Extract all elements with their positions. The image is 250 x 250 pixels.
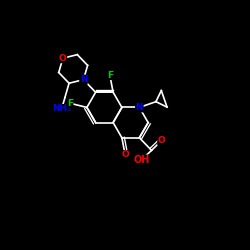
Text: O: O: [59, 54, 67, 63]
Text: F: F: [107, 70, 113, 80]
Text: O: O: [121, 150, 129, 160]
Text: F: F: [67, 99, 73, 108]
Text: N: N: [80, 75, 87, 84]
Text: OH: OH: [133, 155, 150, 165]
Text: O: O: [158, 136, 166, 145]
Text: N: N: [136, 103, 143, 112]
Text: NH₂: NH₂: [52, 104, 71, 114]
